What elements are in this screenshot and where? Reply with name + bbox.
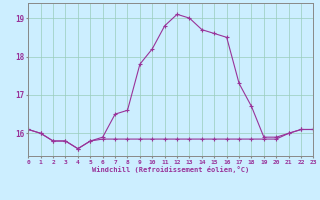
X-axis label: Windchill (Refroidissement éolien,°C): Windchill (Refroidissement éolien,°C) [92, 166, 250, 173]
